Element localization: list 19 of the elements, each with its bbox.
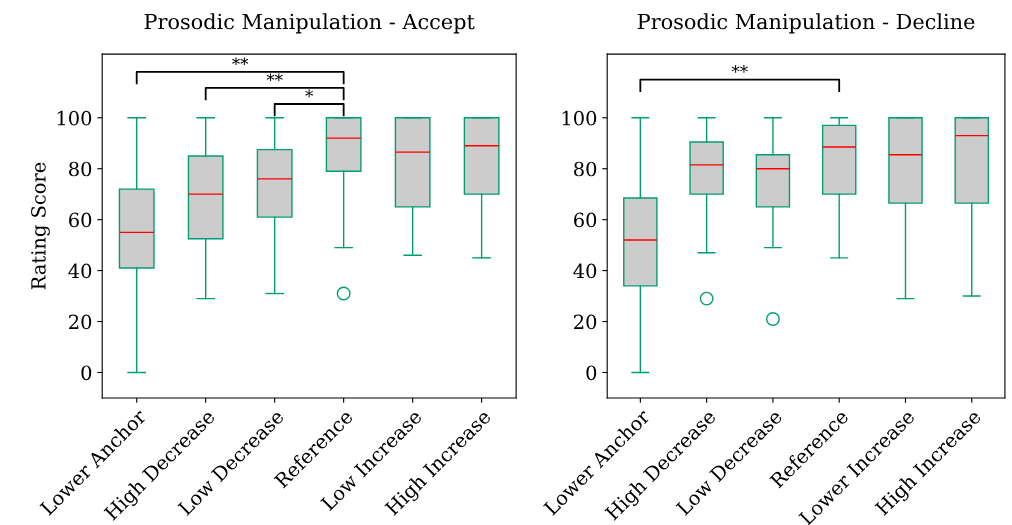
annotation: ** [232, 57, 249, 66]
annotation: ** [731, 65, 748, 73]
y-tick-label: 100 [562, 110, 597, 126]
y-tick-label: 100 [57, 110, 92, 126]
annotation: ** [266, 73, 283, 82]
annotation: * [305, 89, 314, 98]
y-tick-label: 0 [586, 365, 597, 381]
y-tick-label: 20 [69, 314, 92, 330]
y-tick-label: 20 [574, 314, 597, 330]
y-tick-label: 60 [574, 212, 597, 228]
chart-title: Prosodic Manipulation - Accept [144, 13, 475, 34]
y-tick-label: 40 [68, 263, 92, 279]
y-axis-title: Rating Score [31, 162, 50, 290]
y-tick-label: 40 [573, 263, 597, 279]
chart-title: Prosodic Manipulation - Decline [637, 13, 975, 34]
y-tick-label: 60 [69, 212, 92, 228]
y-tick-label: 80 [574, 161, 597, 177]
y-tick-label: 0 [81, 365, 92, 381]
y-tick-label: 80 [69, 161, 92, 177]
